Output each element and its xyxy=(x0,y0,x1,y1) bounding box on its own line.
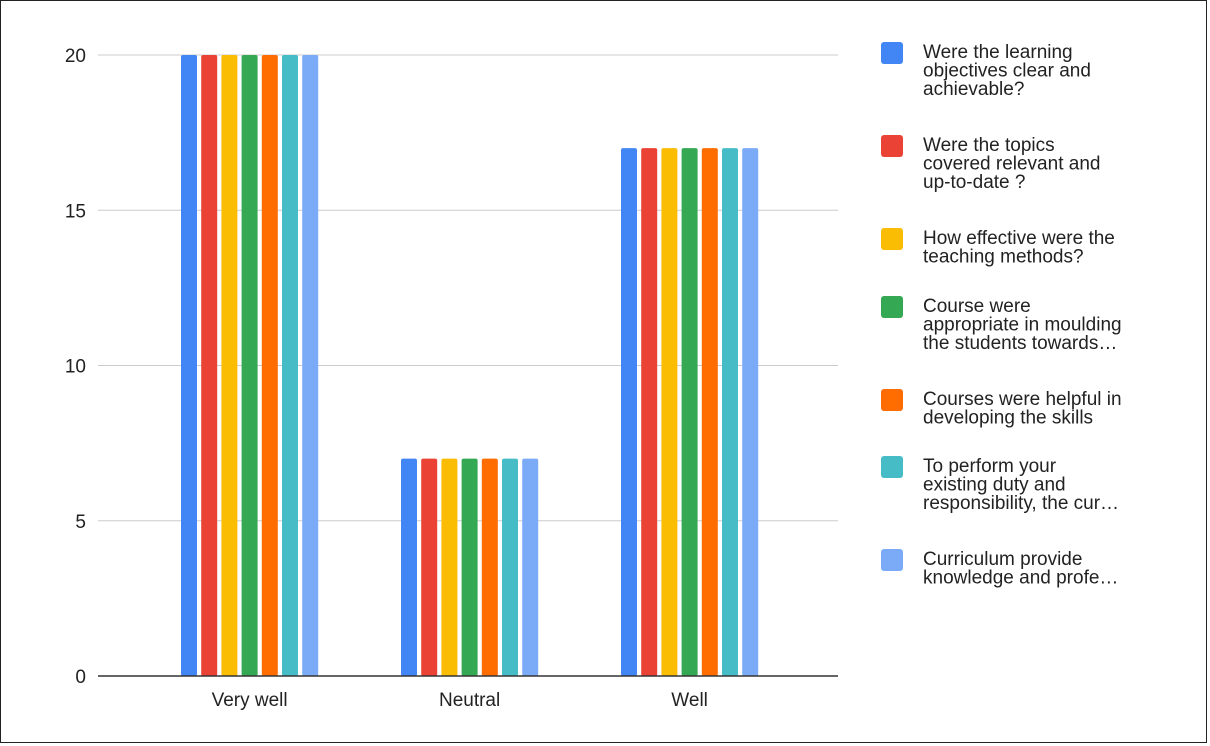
x-tick-label: Very well xyxy=(212,690,288,711)
legend-label: achievable? xyxy=(923,79,1024,100)
legend-label: appropriate in moulding xyxy=(923,315,1122,336)
legend-swatch xyxy=(881,549,903,571)
y-tick-label: 20 xyxy=(65,46,86,67)
legend-label: covered relevant and xyxy=(923,154,1100,175)
bar xyxy=(181,55,197,676)
bar xyxy=(441,458,458,676)
bar xyxy=(282,55,298,676)
bar xyxy=(201,55,218,676)
bar xyxy=(481,458,498,676)
legend-label: teaching methods? xyxy=(923,247,1084,268)
bar xyxy=(621,148,637,676)
legend-label: To perform your xyxy=(923,456,1057,477)
bar xyxy=(421,458,438,676)
legend-swatch xyxy=(881,42,903,64)
bar xyxy=(401,458,417,676)
legend-swatch xyxy=(881,296,903,318)
legend-label: Course were xyxy=(923,296,1031,317)
bar xyxy=(461,458,478,676)
bar xyxy=(681,148,698,676)
bar xyxy=(742,148,759,676)
y-tick-label: 15 xyxy=(65,201,86,222)
y-tick-label: 5 xyxy=(75,512,86,533)
y-tick-label: 10 xyxy=(65,357,86,378)
legend-label: Were the learning xyxy=(923,42,1073,63)
legend-label: Were the topics xyxy=(923,135,1055,156)
legend-swatch xyxy=(881,456,903,478)
bar xyxy=(241,55,258,676)
x-tick-label: Neutral xyxy=(439,690,500,711)
bar xyxy=(661,148,678,676)
legend-swatch xyxy=(881,228,903,250)
bar xyxy=(221,55,238,676)
legend-label: How effective were the xyxy=(923,228,1115,249)
legend-label: up-to-date ? xyxy=(923,172,1025,193)
legend-label: Courses were helpful in xyxy=(923,389,1122,410)
legend-label: objectives clear and xyxy=(923,61,1091,82)
bar xyxy=(701,148,718,676)
legend-label: responsibility, the cur… xyxy=(923,493,1119,514)
bar xyxy=(502,458,518,676)
legend-swatch xyxy=(881,135,903,157)
legend-swatch xyxy=(881,389,903,411)
axes: 0 5 10 15 20 Very well Neutral Well xyxy=(65,46,838,711)
bar xyxy=(641,148,658,676)
bar xyxy=(261,55,278,676)
bar xyxy=(522,458,539,676)
legend-label: Curriculum provide xyxy=(923,549,1082,570)
bars xyxy=(181,55,759,676)
legend-label: developing the skills xyxy=(923,408,1093,429)
legend-label: the students towards… xyxy=(923,333,1117,354)
legend-label: knowledge and profe… xyxy=(923,568,1118,589)
bar xyxy=(302,55,319,676)
bar xyxy=(722,148,738,676)
x-tick-label: Well xyxy=(671,690,708,711)
y-tick-label: 0 xyxy=(75,667,86,688)
legend-label: existing duty and xyxy=(923,475,1066,496)
